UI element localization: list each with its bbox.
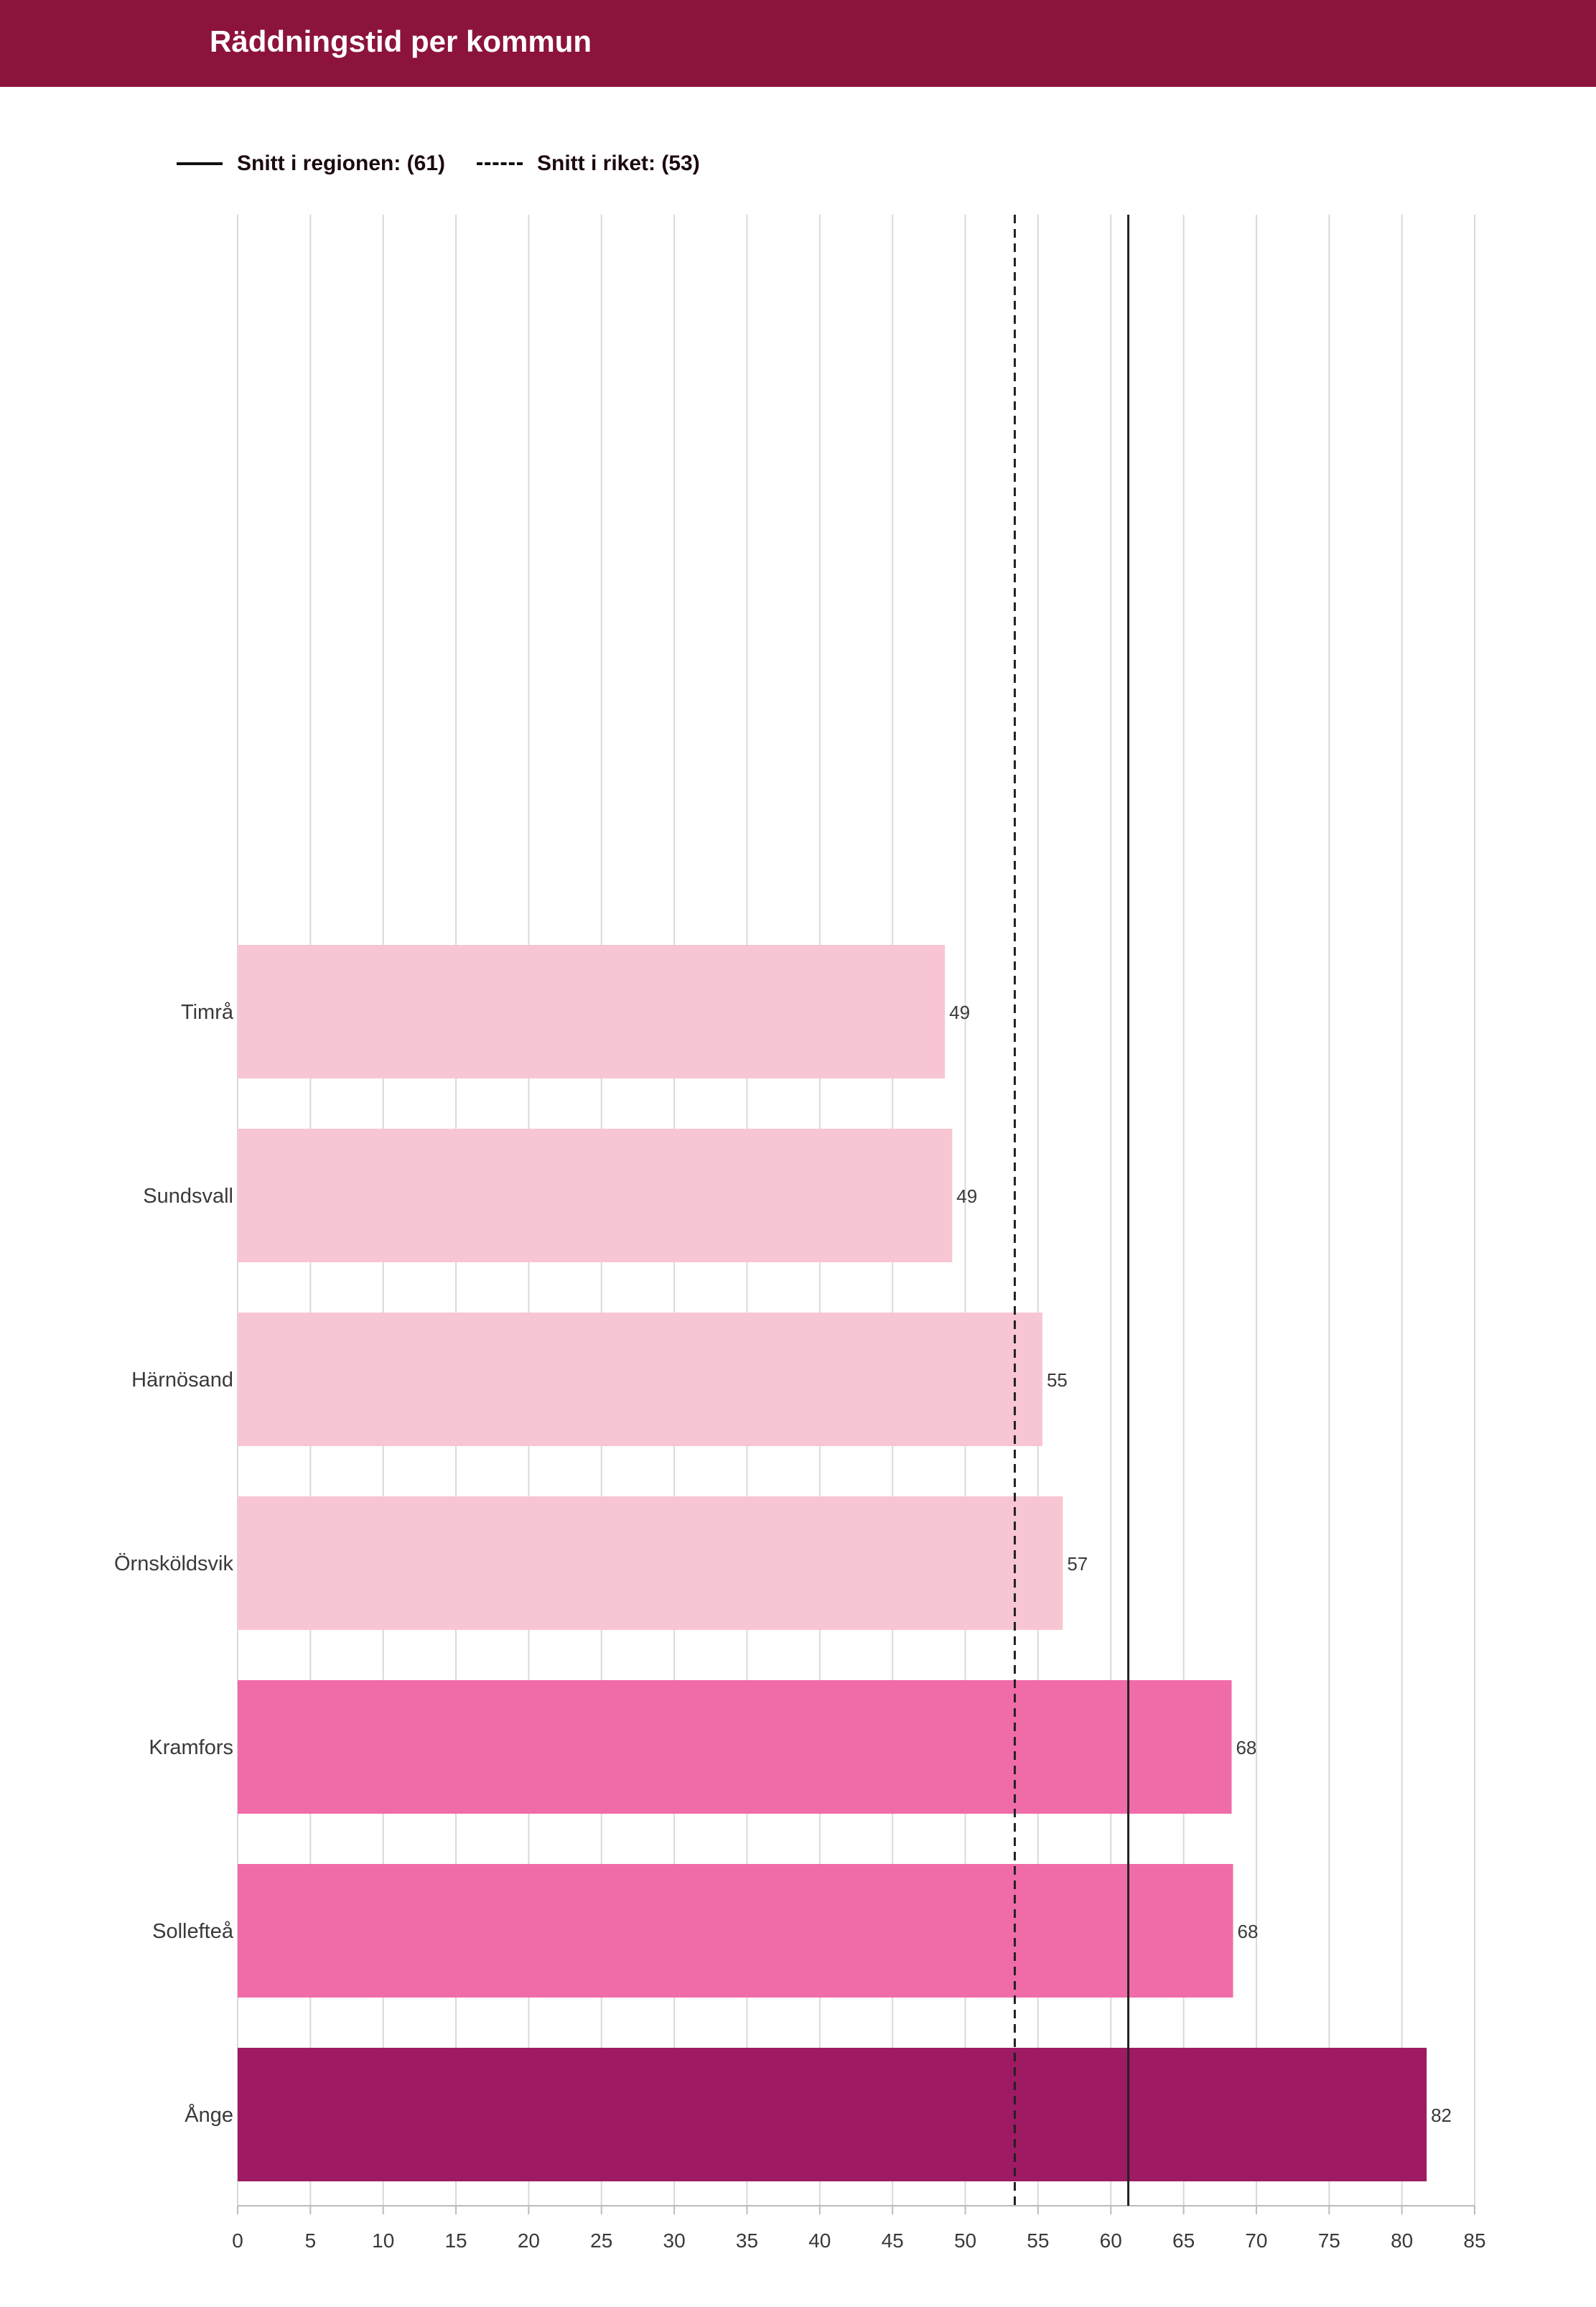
value-label-1: 49 [956,1185,977,1207]
bar-5 [238,1864,1233,1998]
category-label-1: Sundsvall [143,1185,233,1208]
tick-label-x-5: 5 [305,2229,317,2252]
legend-item-regional: Snitt i regionen: (61) [177,152,445,176]
tick-label-x-15: 15 [444,2229,467,2252]
value-label-3: 57 [1067,1553,1088,1575]
category-label-3: Örnsköldsvik [114,1552,233,1575]
bar-2 [238,1313,1042,1446]
tick-label-x-65: 65 [1172,2229,1195,2252]
tick-label-x-45: 45 [882,2229,904,2252]
chart-title: Räddningstid per kommun [210,24,592,58]
tick-label-x-40: 40 [808,2229,831,2252]
category-label-4: Kramfors [149,1736,233,1759]
category-label-2: Härnösand [131,1369,233,1392]
bar-1 [238,1129,953,1262]
category-label-6: Ånge [185,2103,233,2127]
tick-label-x-20: 20 [518,2229,540,2252]
bar-6 [238,2048,1427,2181]
value-label-6: 82 [1431,2105,1452,2126]
tick-label-x-0: 0 [232,2229,243,2252]
tick-label-x-60: 60 [1100,2229,1122,2252]
tick-label-x-10: 10 [372,2229,394,2252]
legend-solid-line-swatch [177,162,223,165]
tick-label-x-35: 35 [736,2229,758,2252]
bar-4 [238,1680,1232,1814]
tick-label-x-75: 75 [1318,2229,1340,2252]
category-label-5: Sollefteå [152,1920,234,1943]
tick-label-x-70: 70 [1245,2229,1267,2252]
value-label-2: 55 [1047,1369,1068,1391]
tick-label-x-25: 25 [590,2229,612,2252]
legend-label-national: Snitt i riket: (53) [537,152,700,175]
category-label-0: Timrå [181,1001,234,1024]
legend-item-national: Snitt i riket: (53) [477,152,700,176]
tick-label-x-85: 85 [1463,2229,1485,2252]
tick-label-x-30: 30 [663,2229,686,2252]
legend-dashed-line-swatch [477,162,523,165]
value-label-5: 68 [1238,1921,1259,1942]
bar-3 [238,1496,1063,1630]
value-label-4: 68 [1236,1737,1256,1758]
legend: Snitt i regionen: (61) Snitt i riket: (5… [177,148,732,180]
legend-label-regional: Snitt i regionen: (61) [237,152,446,175]
tick-label-x-55: 55 [1027,2229,1049,2252]
value-label-0: 49 [949,1002,970,1023]
header-bar: Räddningstid per kommun [0,0,1596,87]
tick-label-x-50: 50 [954,2229,976,2252]
bar-0 [238,945,946,1078]
tick-label-x-80: 80 [1391,2229,1413,2252]
